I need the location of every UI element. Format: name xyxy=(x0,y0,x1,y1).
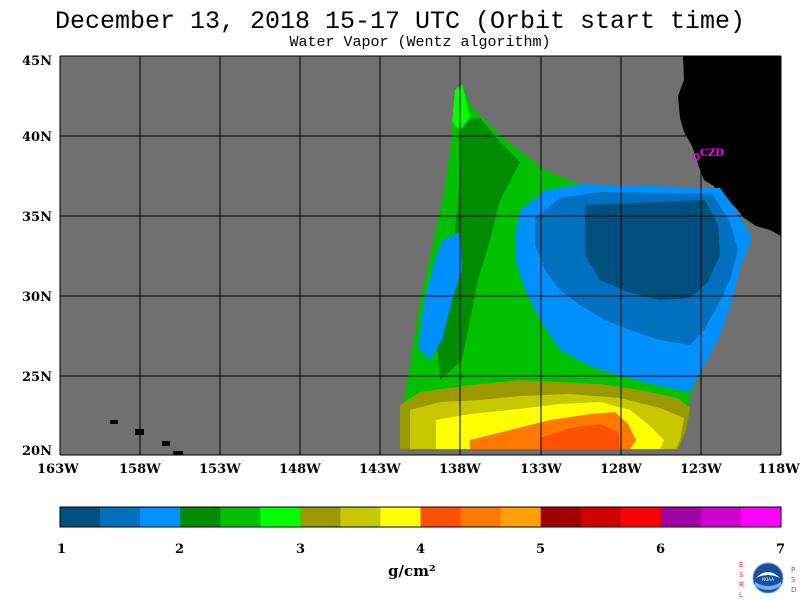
colorbar-swatch xyxy=(540,507,582,527)
lon-label: 163W xyxy=(37,462,79,477)
swath-dark-blue xyxy=(585,200,720,300)
colorbar-swatch xyxy=(60,507,101,527)
colorbar-tick-label: 7 xyxy=(776,542,785,557)
map-subtitle: Water Vapor (Wentz algorithm) xyxy=(289,34,551,51)
colorbar-tick-label: 3 xyxy=(296,542,305,557)
logo-letter: D xyxy=(791,586,796,594)
swath-bright-green xyxy=(452,84,470,130)
station-marker xyxy=(692,153,700,161)
graticule xyxy=(59,55,782,456)
noaa-esrl-psd-logo: E S R L NOAA P S D xyxy=(739,561,796,599)
colorbar-swatch xyxy=(420,507,462,527)
colorbar-tick-label: 5 xyxy=(536,542,545,557)
noaa-bird-icon xyxy=(756,572,780,578)
map-title: December 13, 2018 15-17 UTC (Orbit start… xyxy=(54,7,746,36)
lon-label: 153W xyxy=(199,462,241,477)
colorbar-tick-label: 4 xyxy=(416,542,425,557)
colorbar-swatch xyxy=(100,507,141,527)
lat-label: 40N xyxy=(22,130,52,145)
colorbar-tick-label: 6 xyxy=(656,542,665,557)
colorbar-tick-label: 2 xyxy=(175,542,184,557)
colorbar xyxy=(60,507,782,527)
colorbar-swatch xyxy=(500,507,542,527)
island xyxy=(162,441,170,446)
noaa-emblem-text: NOAA xyxy=(762,577,774,582)
island xyxy=(173,451,183,455)
station-label: CZD xyxy=(700,148,724,159)
colorbar-swatch xyxy=(340,507,381,527)
lat-label: 35N xyxy=(22,210,52,225)
lat-label: 20N xyxy=(22,444,52,459)
logo-letter: S xyxy=(739,571,744,579)
colorbar-swatch xyxy=(180,507,221,527)
noaa-wave-icon xyxy=(755,582,781,590)
colorbar-swatch xyxy=(700,507,742,527)
colorbar-outline xyxy=(59,506,782,528)
logo-letter: S xyxy=(791,576,796,584)
lat-label: 45N xyxy=(22,54,52,69)
colorbar-swatch xyxy=(620,507,662,527)
lon-label: 133W xyxy=(520,462,562,477)
lon-label: 148W xyxy=(279,462,321,477)
colorbar-swatch xyxy=(300,507,341,527)
colorbar-swatch xyxy=(460,507,502,527)
colorbar-swatch xyxy=(580,507,622,527)
colorbar-swatch xyxy=(740,507,782,527)
lat-label: 30N xyxy=(22,290,52,305)
logo-letter: R xyxy=(739,581,744,589)
lat-label: 25N xyxy=(22,370,52,385)
lon-label: 128W xyxy=(600,462,642,477)
logo-letter: E xyxy=(739,561,743,569)
swath-red-orange xyxy=(540,424,620,449)
lon-label: 118W xyxy=(758,462,800,477)
lon-label: 123W xyxy=(680,462,722,477)
lon-label: 158W xyxy=(119,462,161,477)
logo-letter: P xyxy=(791,566,795,574)
colorbar-swatch xyxy=(140,507,181,527)
colorbar-swatch xyxy=(260,507,301,527)
island xyxy=(110,420,118,424)
lon-label: 143W xyxy=(359,462,401,477)
lon-label: 138W xyxy=(439,462,481,477)
logo-letter: L xyxy=(739,591,743,599)
colorbar-tick-label: 1 xyxy=(57,542,66,557)
swath-dark-green xyxy=(436,118,520,380)
colorbar-swatch xyxy=(380,507,421,527)
land-mass xyxy=(678,56,781,236)
colorbar-swatch xyxy=(660,507,702,527)
colorbar-swatch xyxy=(220,507,261,527)
colorbar-unit-label: g/cm² xyxy=(388,562,436,580)
